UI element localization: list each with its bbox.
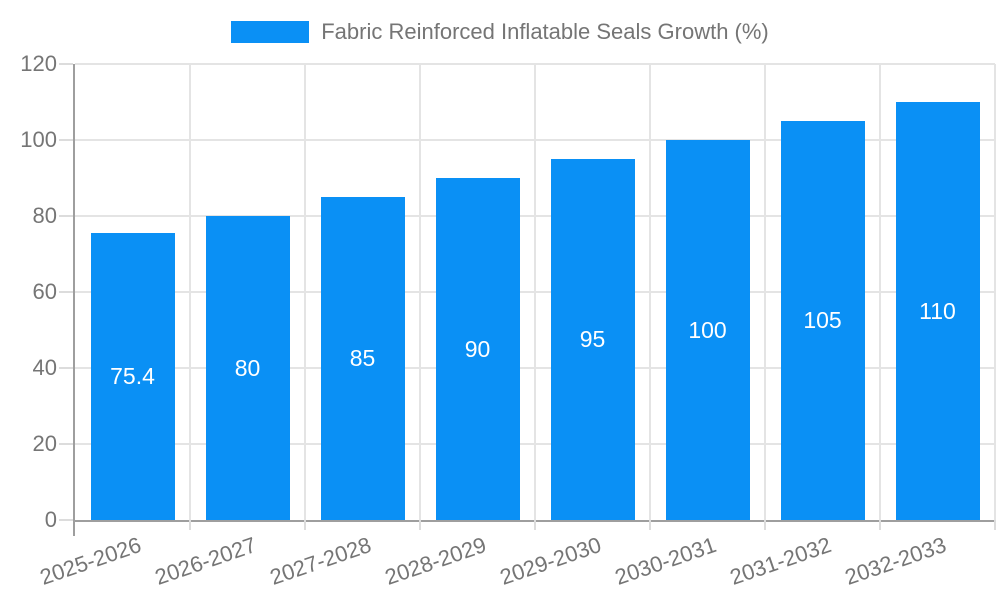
x-axis-tick-label: 2025-2026 (37, 532, 145, 590)
bar-value-label: 90 (464, 335, 491, 362)
grid-line-v (534, 64, 536, 520)
x-axis-tick-label: 2030-2031 (612, 532, 720, 590)
bar: 110 (895, 102, 980, 520)
bar: 105 (780, 121, 865, 520)
y-tick-mark (59, 139, 73, 141)
x-tick-mark (304, 520, 306, 530)
y-axis-tick-label: 40 (32, 355, 57, 380)
bar-value-label: 100 (688, 316, 727, 343)
y-axis-tick-label: 120 (20, 51, 57, 76)
x-axis-tick-label: 2028-2029 (382, 532, 490, 590)
legend-item[interactable]: Fabric Reinforced Inflatable Seals Growt… (231, 19, 769, 45)
y-tick-mark (59, 443, 73, 445)
x-axis-tick-label: 2027-2028 (267, 532, 375, 590)
y-axis-tick-label: 100 (20, 127, 57, 152)
x-axis-tick-label: 2029-2030 (497, 532, 605, 590)
grid-line-v (304, 64, 306, 520)
bar: 90 (435, 178, 520, 520)
legend-swatch-icon (231, 21, 310, 43)
x-tick-mark (764, 520, 766, 530)
x-tick-mark (534, 520, 536, 530)
grid-line-v (764, 64, 766, 520)
y-tick-mark (59, 291, 73, 293)
grid-line-v (649, 64, 651, 520)
y-axis-tick-label: 80 (32, 203, 57, 228)
bar-value-label: 105 (803, 307, 842, 333)
x-tick-mark (419, 520, 421, 530)
y-axis-bottom-tick (73, 520, 75, 536)
grid-line-v (419, 64, 421, 520)
x-tick-mark (189, 520, 191, 530)
legend-label: Fabric Reinforced Inflatable Seals Growt… (321, 19, 769, 44)
grid-line-v (189, 64, 191, 520)
bar-value-label: 95 (579, 326, 606, 352)
grid-line-v (879, 64, 881, 520)
y-axis-tick-label: 0 (44, 507, 57, 532)
x-axis-tick-label: 2031-2032 (727, 532, 835, 590)
bar: 80 (205, 216, 290, 520)
bar-value-label: 75.4 (110, 363, 155, 390)
x-tick-mark (994, 520, 996, 530)
bar-value-label: 85 (349, 345, 376, 371)
x-tick-mark (649, 520, 651, 530)
bar-value-label: 80 (234, 354, 261, 381)
x-axis-tick-label: 2032-2033 (842, 532, 950, 590)
bar: 100 (665, 140, 750, 520)
chart-legend: Fabric Reinforced Inflatable Seals Growt… (0, 19, 1000, 45)
bar: 75.4 (90, 233, 175, 520)
y-tick-mark (59, 519, 73, 521)
y-axis-tick-label: 20 (32, 431, 57, 456)
plot-area: 0 20 40 60 80 100 120 75.4 2025-2026 80 2026-2027 8… (20, 51, 996, 590)
bar: 95 (550, 159, 635, 520)
bar: 85 (320, 197, 405, 520)
bar-value-label: 110 (919, 297, 956, 324)
y-tick-mark (59, 215, 73, 217)
y-axis-tick-label: 60 (32, 279, 57, 304)
y-tick-mark (59, 63, 73, 65)
x-tick-mark (879, 520, 881, 530)
grid-line-v (994, 64, 996, 520)
x-axis-tick-label: 2026-2027 (152, 532, 260, 590)
y-tick-mark (59, 367, 73, 369)
